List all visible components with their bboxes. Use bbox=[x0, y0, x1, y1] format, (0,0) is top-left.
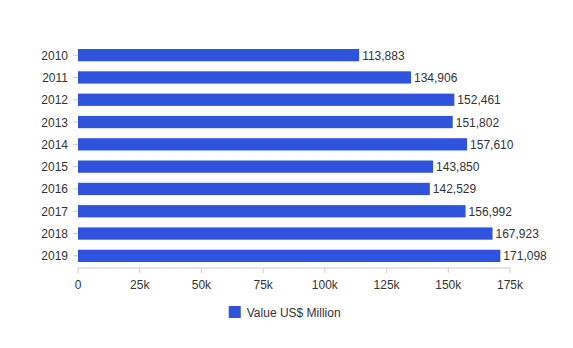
y-tick bbox=[73, 122, 78, 123]
data-label: 142,529 bbox=[433, 182, 477, 196]
data-label: 134,906 bbox=[414, 71, 458, 85]
y-tick bbox=[73, 144, 78, 145]
y-tick bbox=[73, 233, 78, 234]
data-label: 167,923 bbox=[496, 227, 540, 241]
bar bbox=[78, 94, 454, 106]
bar bbox=[78, 71, 411, 83]
y-tick-label: 2013 bbox=[41, 116, 68, 130]
y-tick bbox=[73, 211, 78, 212]
legend-swatch bbox=[229, 306, 241, 318]
y-tick-label: 2010 bbox=[41, 49, 68, 63]
x-axis-line bbox=[78, 268, 510, 269]
x-tick-label: 175k bbox=[497, 278, 524, 292]
data-label: 156,992 bbox=[469, 205, 513, 219]
y-tick bbox=[73, 99, 78, 100]
bar bbox=[78, 138, 467, 150]
x-tick bbox=[386, 268, 387, 273]
bar bbox=[78, 250, 500, 262]
chart: 113,883 134,906 152,461 151,802 157,610 143,8… bbox=[0, 0, 573, 348]
bar bbox=[78, 205, 466, 217]
data-label: 113,883 bbox=[362, 49, 405, 63]
y-tick-label: 2017 bbox=[41, 205, 68, 219]
x-tick-label: 125k bbox=[374, 278, 401, 292]
data-label: 157,610 bbox=[470, 138, 514, 152]
x-tick bbox=[448, 268, 449, 273]
x-tick bbox=[263, 268, 264, 273]
bar bbox=[78, 49, 359, 61]
y-tick bbox=[73, 255, 78, 256]
x-tick-label: 100k bbox=[312, 278, 339, 292]
y-tick bbox=[73, 188, 78, 189]
y-tick-label: 2012 bbox=[41, 93, 68, 107]
bars bbox=[78, 49, 500, 262]
y-tick-label: 2011 bbox=[42, 71, 68, 85]
x-tick-label: 150k bbox=[435, 278, 462, 292]
x-tick bbox=[78, 268, 79, 273]
y-tick bbox=[73, 55, 78, 56]
data-label: 143,850 bbox=[436, 160, 480, 174]
x-tick-label: 50k bbox=[192, 278, 212, 292]
y-tick bbox=[73, 77, 78, 78]
x-tick bbox=[139, 268, 140, 273]
y-tick-label: 2014 bbox=[41, 138, 68, 152]
data-label: 151,802 bbox=[456, 116, 500, 130]
data-label: 152,461 bbox=[457, 93, 501, 107]
legend-label: Value US$ Million bbox=[247, 306, 341, 320]
data-labels: 113,883 134,906 152,461 151,802 157,610 143,8… bbox=[362, 49, 547, 264]
y-tick bbox=[73, 166, 78, 167]
x-tick bbox=[510, 268, 511, 273]
x-tick-label: 0 bbox=[75, 278, 82, 292]
bar bbox=[78, 183, 430, 195]
bar bbox=[78, 227, 493, 239]
bar bbox=[78, 116, 453, 128]
y-tick-label: 2015 bbox=[41, 160, 68, 174]
y-tick-label: 2016 bbox=[41, 182, 68, 196]
x-tick bbox=[324, 268, 325, 273]
bar bbox=[78, 161, 433, 173]
y-tick-label: 2019 bbox=[41, 249, 68, 263]
x-tick-label: 25k bbox=[130, 278, 150, 292]
data-label: 171,098 bbox=[503, 249, 547, 263]
y-tick-label: 2018 bbox=[41, 227, 68, 241]
x-tick bbox=[201, 268, 202, 273]
x-tick-label: 75k bbox=[253, 278, 273, 292]
legend: Value US$ Million bbox=[229, 306, 341, 320]
